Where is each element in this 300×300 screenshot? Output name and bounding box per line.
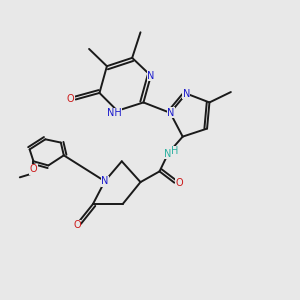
Text: NH: NH: [107, 108, 122, 118]
Text: N: N: [147, 71, 155, 81]
Text: O: O: [67, 94, 74, 104]
Text: H: H: [171, 146, 179, 156]
Text: N: N: [101, 176, 109, 186]
Text: N: N: [183, 88, 190, 98]
Text: O: O: [74, 220, 81, 230]
Text: O: O: [176, 178, 184, 188]
Text: O: O: [30, 164, 37, 174]
Text: N: N: [164, 148, 172, 159]
Text: N: N: [167, 108, 175, 118]
